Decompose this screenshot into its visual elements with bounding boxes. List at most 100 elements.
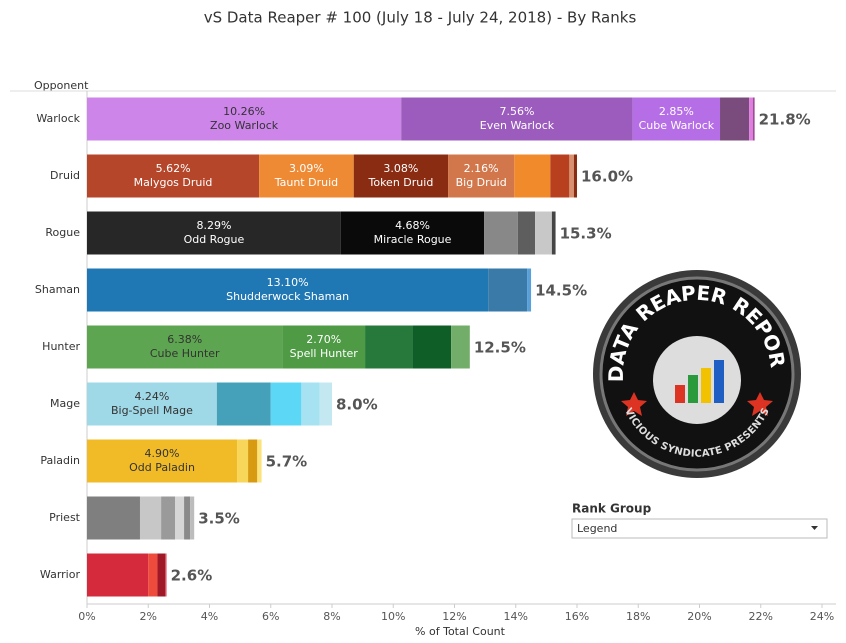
logo-star — [621, 392, 647, 416]
x-tick-label: 14% — [504, 610, 528, 623]
bar-segment — [87, 496, 140, 540]
x-tick-label: 12% — [442, 610, 466, 623]
y-tick-label: Hunter — [42, 340, 80, 353]
segment-value-label: 4.68% — [395, 219, 430, 232]
segment-name-label: Taunt Druid — [274, 176, 338, 189]
total-label: 12.5% — [474, 339, 526, 357]
y-tick-label: Mage — [50, 397, 80, 410]
bar-segment — [340, 211, 485, 255]
dropdown-arrow[interactable] — [811, 526, 818, 530]
segment-name-label: Cube Hunter — [150, 347, 220, 360]
legend-title: Rank Group — [572, 502, 652, 516]
segment-name-label: Miracle Rogue — [374, 233, 452, 246]
x-tick-label: 20% — [687, 610, 711, 623]
bar-segment — [237, 439, 249, 483]
total-label: 14.5% — [535, 282, 587, 300]
logo-icon — [675, 385, 685, 403]
segment-value-label: 4.90% — [145, 447, 180, 460]
segment-value-label: 2.16% — [464, 162, 499, 175]
bar-segment — [87, 325, 283, 369]
bar-segment — [257, 439, 262, 483]
y-tick-label: Rogue — [45, 226, 80, 239]
bar-segment — [365, 325, 413, 369]
y-tick-label: Priest — [49, 511, 81, 524]
segment-name-label: Zoo Warlock — [210, 119, 279, 132]
bar-segment — [184, 496, 191, 540]
bar-segment — [488, 268, 528, 312]
legend-dropdown[interactable] — [571, 518, 828, 539]
bar-segment — [87, 154, 260, 198]
bar-segment — [190, 496, 195, 540]
logo-icon — [688, 375, 698, 403]
bar-segment — [451, 325, 470, 369]
x-tick-label: 16% — [565, 610, 589, 623]
segment-name-label: Even Warlock — [480, 119, 555, 132]
bar-segment — [319, 382, 332, 426]
bar-segment — [87, 211, 341, 255]
bar-segment — [550, 154, 570, 198]
segment-value-label: 5.62% — [156, 162, 191, 175]
x-tick-label: 22% — [749, 610, 773, 623]
segment-name-label: Token Druid — [368, 176, 434, 189]
segment-value-label: 2.70% — [306, 333, 341, 346]
x-tick-label: 0% — [78, 610, 95, 623]
bar-segment — [752, 97, 755, 141]
segment-value-label: 3.08% — [383, 162, 418, 175]
y-tick-label: Druid — [50, 169, 80, 182]
y-tick-label: Warrior — [40, 568, 81, 581]
segment-name-label: Big Druid — [456, 176, 507, 189]
segment-name-label: Cube Warlock — [639, 119, 715, 132]
chart-title: vS Data Reaper # 100 (July 18 - July 24,… — [204, 9, 637, 27]
bar-segment — [248, 439, 258, 483]
bar-segment — [216, 382, 271, 426]
bar-segment — [448, 154, 515, 198]
bar-segment — [87, 97, 402, 141]
y-tick-label: Shaman — [35, 283, 80, 296]
bar-segment — [720, 97, 750, 141]
total-label: 2.6% — [171, 567, 213, 585]
bar-segment — [551, 211, 556, 255]
bar-segment — [87, 439, 238, 483]
bar-segment — [161, 496, 176, 540]
bar-segment — [282, 325, 366, 369]
segment-value-label: 3.09% — [289, 162, 324, 175]
legend-selected[interactable]: Legend — [577, 522, 617, 535]
x-tick-label: 6% — [262, 610, 279, 623]
bar-segment — [87, 553, 149, 597]
bar-segment — [157, 553, 166, 597]
bar-segment — [165, 553, 167, 597]
y-tick-label: Warlock — [36, 112, 80, 125]
segment-value-label: 6.38% — [167, 333, 202, 346]
x-axis-label: % of Total Count — [415, 625, 506, 638]
total-label: 15.3% — [560, 225, 612, 243]
bar-segment — [353, 154, 449, 198]
segment-name-label: Spell Hunter — [290, 347, 359, 360]
bar-segment — [535, 211, 552, 255]
bar-segment — [569, 154, 574, 198]
total-label: 5.7% — [266, 453, 308, 471]
bar-segment — [514, 154, 551, 198]
segment-name-label: Malygos Druid — [134, 176, 213, 189]
segment-value-label: 8.29% — [196, 219, 231, 232]
total-label: 16.0% — [581, 168, 633, 186]
segment-value-label: 10.26% — [223, 105, 265, 118]
bar-segment — [573, 154, 577, 198]
bar-segment — [632, 97, 721, 141]
bar-segment — [301, 382, 320, 426]
bar-segment — [412, 325, 452, 369]
bar-segment — [87, 268, 489, 312]
bar-segment — [87, 382, 217, 426]
segment-value-label: 13.10% — [267, 276, 309, 289]
bar-segment — [401, 97, 633, 141]
segment-name-label: Odd Rogue — [184, 233, 245, 246]
logo-icon — [701, 368, 711, 403]
bar-segment — [484, 211, 518, 255]
bar-segment — [517, 211, 536, 255]
bar-segment — [139, 496, 162, 540]
x-tick-label: 18% — [626, 610, 650, 623]
total-label: 21.8% — [759, 111, 811, 129]
x-tick-label: 24% — [810, 610, 834, 623]
bar-segment — [259, 154, 354, 198]
total-label: 3.5% — [198, 510, 240, 528]
